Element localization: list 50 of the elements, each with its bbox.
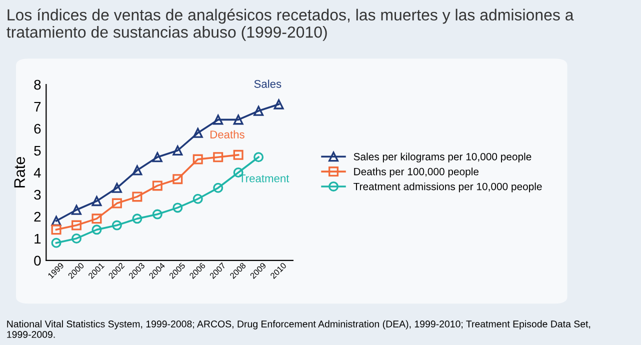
point xyxy=(112,182,122,193)
point xyxy=(132,214,142,224)
legend-label: Treatment admissions per 10,000 people xyxy=(354,182,542,192)
point xyxy=(92,224,102,235)
y-tick-label: 1 xyxy=(34,234,41,244)
point xyxy=(213,152,224,162)
point xyxy=(192,128,203,138)
point xyxy=(213,114,224,125)
point xyxy=(51,224,62,235)
y-tick-label: 8 xyxy=(34,80,41,90)
point xyxy=(51,216,62,226)
point xyxy=(71,204,82,215)
point xyxy=(112,198,122,208)
point xyxy=(92,214,102,224)
point xyxy=(71,220,82,230)
y-tick-label: 0 xyxy=(34,256,41,266)
point xyxy=(192,154,203,164)
point xyxy=(192,194,203,204)
chart-title: Los índices de ventas de analgésicos recetados, las muertes y las admisiones a tratamiento de sustancias abuso (1999-2010) xyxy=(6,8,574,41)
point xyxy=(152,209,162,220)
point xyxy=(152,152,162,162)
y-tick-label: 2 xyxy=(34,212,41,222)
point xyxy=(51,238,62,248)
y-axis-title: Rate xyxy=(14,157,25,188)
y-tick-label: 4 xyxy=(34,168,41,178)
point xyxy=(132,192,142,202)
point xyxy=(213,182,224,193)
point xyxy=(152,180,162,191)
point xyxy=(92,196,102,206)
point xyxy=(233,150,244,160)
legend-label: Sales per kilograms per 10,000 people xyxy=(354,152,532,162)
point xyxy=(172,146,183,156)
text: National Vital Statistics System, 1999-2008; ARCOS, Drug Enforcement Administration (DEA), 1999-2010; Treatment Episode Data Set, 1999-2009. xyxy=(7,320,590,338)
point xyxy=(132,165,142,176)
y-tick-label: 5 xyxy=(34,146,41,156)
point xyxy=(254,106,264,116)
y-tick-label: 7 xyxy=(34,102,41,112)
point xyxy=(172,174,183,184)
point xyxy=(254,152,264,162)
point xyxy=(172,202,183,213)
y-tick-label: 3 xyxy=(34,190,41,200)
y-tick-label: 6 xyxy=(34,124,41,134)
legend-label: Deaths per 100,000 people xyxy=(354,168,479,178)
annotation: Treatment xyxy=(239,174,290,182)
annotation: Sales xyxy=(254,80,282,88)
point xyxy=(274,99,284,110)
point xyxy=(71,233,82,244)
point xyxy=(233,114,244,125)
annotation: Deaths xyxy=(210,130,244,138)
point xyxy=(112,220,122,230)
